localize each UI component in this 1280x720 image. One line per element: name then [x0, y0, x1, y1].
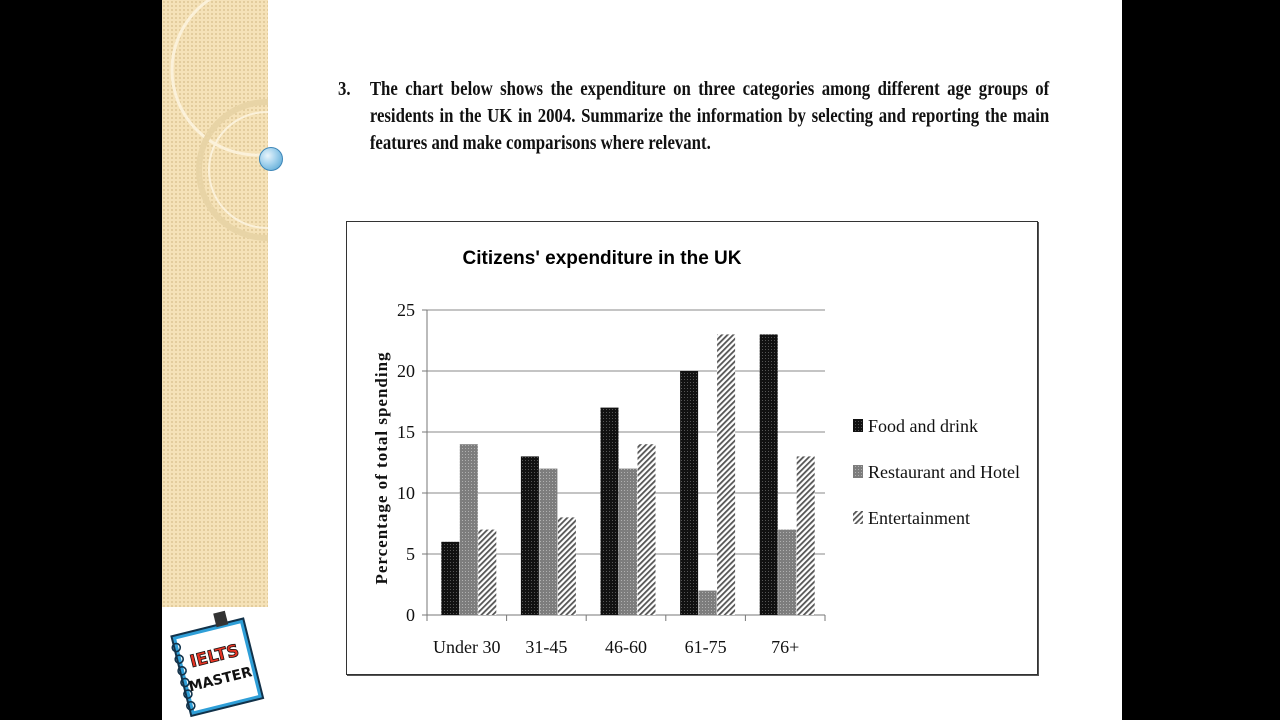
y-tick-label: 15	[397, 422, 415, 442]
bar-restaurant-and-hotel-2	[619, 468, 637, 615]
bar-food-and-drink-1	[520, 456, 539, 615]
question-number: 3.	[338, 79, 351, 100]
bars	[441, 334, 815, 615]
y-tick-label: 20	[397, 361, 415, 381]
bar-chart: Citizens' expenditure in the UK Percenta…	[372, 248, 1020, 657]
y-axis-label: Percentage of total spending	[372, 351, 391, 584]
y-tick-label: 10	[397, 483, 415, 503]
bar-food-and-drink-0	[441, 541, 460, 615]
bullet-ball-icon	[259, 147, 283, 171]
decorative-rings	[170, 0, 268, 241]
legend-label: Entertainment	[868, 508, 970, 528]
bar-entertainment-4	[796, 456, 815, 615]
y-tick-labels: 0 5 10 15 20 25	[397, 300, 415, 625]
bar-food-and-drink-3	[680, 371, 699, 615]
x-tick-label: Under 30	[433, 637, 500, 657]
bar-entertainment-3	[717, 334, 736, 615]
y-tick-label: 0	[406, 605, 415, 625]
x-tick-label: 31-45	[525, 637, 567, 657]
bar-entertainment-0	[478, 529, 497, 615]
question-text: The chart below shows the expenditure on…	[369, 79, 1050, 154]
legend-label: Food and drink	[868, 416, 978, 436]
legend: Food and drink Restaurant and Hotel Entert…	[853, 416, 1020, 528]
y-tick-label: 25	[397, 300, 415, 320]
slide: IELTS MASTER 3. The chart below shows th…	[162, 0, 1122, 720]
bar-food-and-drink-2	[600, 407, 619, 615]
x-tick-label: 46-60	[605, 637, 647, 657]
bar-restaurant-and-hotel-0	[459, 444, 478, 615]
ielts-master-logo: IELTS MASTER	[170, 610, 265, 718]
bar-entertainment-1	[557, 517, 576, 615]
bar-entertainment-2	[637, 444, 656, 615]
bar-restaurant-and-hotel-1	[539, 468, 558, 615]
legend-swatch	[853, 419, 863, 432]
decorative-sidebar	[162, 0, 268, 607]
chart-container: Citizens' expenditure in the UK Percenta…	[346, 221, 1038, 675]
y-tick-label: 5	[406, 544, 415, 564]
legend-swatch	[853, 465, 863, 478]
chart-title: Citizens' expenditure in the UK	[463, 248, 742, 269]
x-tick-label: 61-75	[685, 637, 727, 657]
bar-restaurant-and-hotel-3	[698, 590, 717, 615]
bar-restaurant-and-hotel-4	[778, 529, 797, 615]
legend-label: Restaurant and Hotel	[868, 462, 1020, 482]
bar-food-and-drink-4	[759, 334, 778, 615]
legend-swatch	[853, 511, 863, 524]
x-tick-label: 76+	[771, 637, 799, 657]
x-tick-labels: Under 30 31-45 46-60 61-75 76+	[433, 637, 799, 657]
